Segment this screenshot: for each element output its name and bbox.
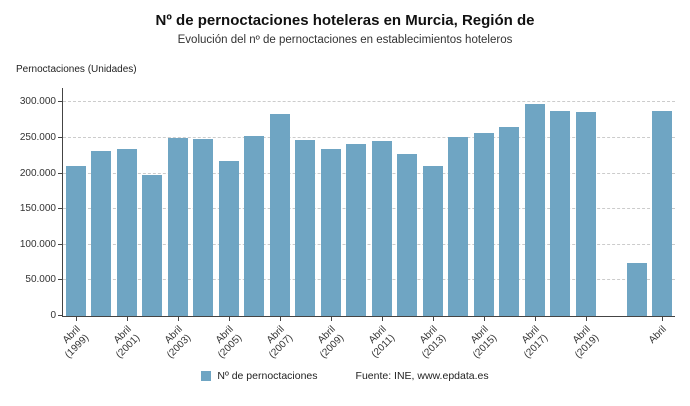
gridline: [63, 279, 675, 281]
bar: [652, 110, 673, 316]
y-axis-unit-label: Pernoctaciones (Unidades): [16, 64, 137, 75]
y-tick-label: 250.000: [19, 131, 56, 143]
gridline: [63, 208, 675, 210]
x-tick-mark: [177, 317, 179, 321]
bar: [626, 263, 647, 316]
y-tick-label: 150.000: [19, 203, 56, 215]
bar: [65, 166, 86, 316]
x-tick-mark: [432, 317, 434, 321]
bar: [295, 140, 316, 316]
bar: [91, 150, 112, 316]
y-tick-mark: [58, 101, 62, 103]
bar: [397, 153, 418, 316]
y-tick-mark: [58, 172, 62, 174]
bar: [550, 110, 571, 316]
bar: [371, 140, 392, 316]
bar: [524, 104, 545, 316]
bar: [116, 148, 137, 316]
y-tick-label: 0: [50, 310, 56, 321]
y-tick-mark: [58, 136, 62, 138]
x-tick-mark: [534, 317, 536, 321]
legend: Nº de pernoctaciones Fuente: INE, www.ep…: [0, 370, 690, 382]
plot-area: [58, 88, 675, 321]
x-tick-mark: [75, 317, 77, 321]
x-tick-mark: [228, 317, 230, 321]
x-tick-mark: [279, 317, 281, 321]
bar: [448, 137, 469, 316]
y-tick-mark: [58, 315, 62, 316]
bar: [218, 160, 239, 316]
bar: [320, 148, 341, 316]
legend-series-label: Nº de pernoctaciones: [217, 370, 318, 382]
bar: [193, 139, 214, 316]
chart-area: 0 50.000 100.000 150.000 200.000 250.000 300.0…: [0, 78, 690, 368]
gridline: [63, 172, 675, 174]
bar: [269, 114, 290, 316]
x-tick-mark: [381, 317, 383, 321]
bar: [346, 143, 367, 316]
x-tick-mark: [330, 317, 332, 321]
x-tick-mark: [126, 317, 128, 321]
source-text: Fuente: INE, www.epdata.es: [355, 370, 489, 382]
gridline: [63, 101, 675, 103]
y-axis: 0 50.000 100.000 150.000 200.000 250.000 300.0…: [0, 88, 56, 321]
bar: [142, 174, 163, 316]
bar: [244, 136, 265, 316]
y-tick-label: 100.000: [19, 238, 56, 250]
bar: [499, 127, 520, 316]
x-tick-mark: [662, 317, 664, 321]
gridline: [63, 243, 675, 245]
y-tick-mark: [58, 279, 62, 281]
gridline: [63, 136, 675, 138]
y-tick-label: 300.000: [19, 96, 56, 108]
bar: [473, 132, 494, 316]
chart-title: Nº de pernoctaciones hoteleras en Murcia…: [155, 12, 535, 29]
bar: [575, 112, 596, 316]
y-tick-mark: [58, 243, 62, 245]
x-tick-mark: [483, 317, 485, 321]
legend-swatch: [201, 371, 212, 381]
bar: [167, 137, 188, 316]
x-tick-mark: [585, 317, 587, 321]
y-tick-label: 200.000: [19, 167, 56, 179]
y-tick-label: 50.000: [25, 274, 56, 286]
bar: [422, 166, 443, 316]
chart-subtitle: Evolución del nº de pernoctaciones en es…: [177, 34, 513, 46]
y-tick-mark: [58, 208, 62, 210]
